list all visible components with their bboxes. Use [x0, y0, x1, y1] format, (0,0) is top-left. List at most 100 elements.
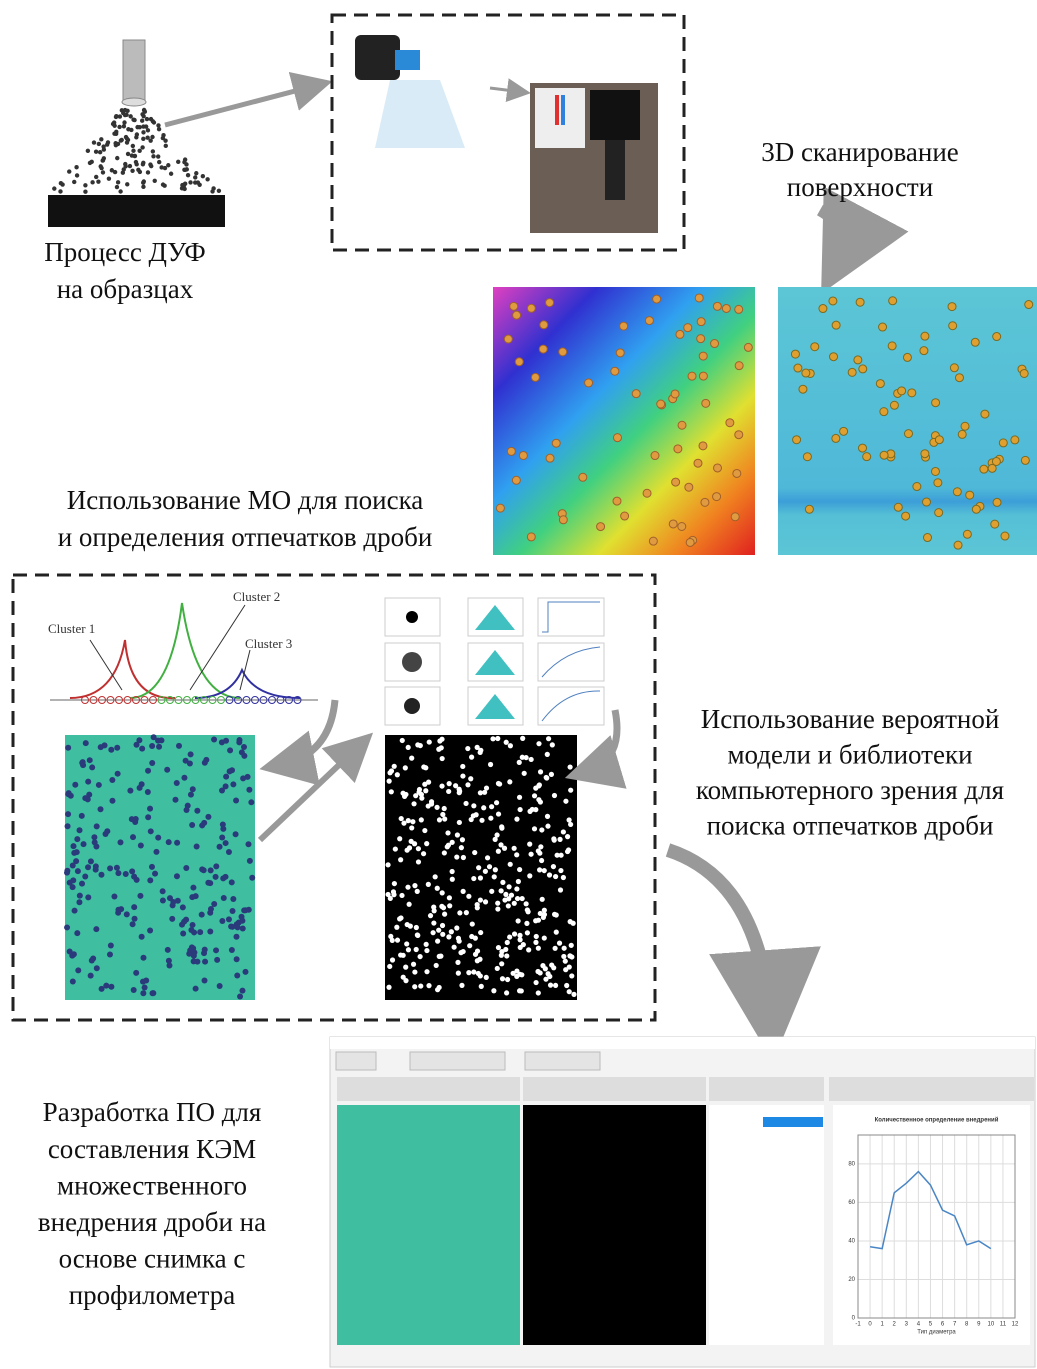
dot	[123, 911, 130, 918]
arrow	[164, 71, 333, 128]
dot	[122, 870, 129, 877]
dot	[544, 813, 551, 819]
dot	[477, 749, 483, 756]
dot	[433, 962, 439, 969]
caption: Использование МО для поиска	[67, 485, 424, 515]
dot	[394, 937, 401, 943]
dot	[79, 880, 86, 887]
dot	[571, 991, 577, 997]
dot	[115, 696, 123, 704]
dot	[441, 850, 447, 856]
dot	[124, 140, 130, 145]
dot	[853, 355, 863, 365]
dot	[512, 310, 522, 320]
dot	[137, 892, 144, 899]
dot	[232, 831, 239, 838]
dot	[188, 180, 193, 185]
dot	[499, 824, 505, 830]
dot	[100, 170, 106, 175]
dot	[537, 799, 544, 805]
dot	[930, 466, 940, 476]
dot	[145, 170, 151, 175]
cluster-label: Cluster 2	[233, 589, 280, 604]
dot	[506, 446, 516, 456]
dot	[129, 921, 136, 928]
dot	[225, 696, 234, 704]
dot	[217, 696, 225, 704]
dot	[568, 787, 574, 793]
dot	[426, 739, 432, 745]
dot	[998, 438, 1008, 448]
x-tick-label: 3	[905, 1322, 909, 1328]
dot	[538, 844, 544, 850]
dot	[855, 297, 865, 307]
dot	[156, 123, 161, 128]
dot	[934, 435, 944, 445]
dot	[212, 873, 219, 880]
dot	[445, 830, 451, 836]
dot	[893, 502, 903, 512]
x-tick-label: 12	[1012, 1322, 1019, 1328]
dot	[216, 983, 223, 990]
dot	[127, 787, 134, 794]
dot	[584, 378, 594, 388]
dot	[219, 834, 226, 841]
dot	[392, 846, 398, 852]
dot	[473, 812, 479, 818]
dot	[249, 874, 256, 881]
dot	[542, 966, 548, 972]
dot	[466, 893, 472, 899]
dot	[566, 964, 572, 970]
dot	[397, 836, 403, 842]
dot	[474, 958, 480, 964]
dot	[952, 487, 962, 497]
dot	[453, 783, 459, 789]
dot	[698, 351, 708, 361]
dot	[145, 128, 151, 133]
dot	[514, 357, 524, 367]
dot	[181, 774, 188, 781]
dot	[948, 321, 958, 331]
dot	[515, 918, 521, 924]
dot	[70, 951, 77, 958]
dot	[246, 786, 253, 793]
dot	[459, 982, 465, 988]
dot	[713, 463, 723, 473]
dot	[131, 904, 138, 911]
dot	[111, 893, 118, 900]
dot	[490, 736, 496, 742]
dot	[439, 922, 446, 929]
dot	[165, 839, 172, 846]
dot	[179, 186, 185, 191]
dot	[115, 155, 120, 161]
dot	[668, 519, 678, 529]
dot	[439, 890, 445, 896]
dot	[131, 148, 136, 153]
dot	[545, 823, 551, 829]
dot	[566, 989, 572, 995]
dot	[141, 179, 147, 184]
dot	[157, 159, 162, 165]
dot	[698, 371, 708, 381]
dot	[415, 846, 421, 852]
dot	[489, 804, 495, 810]
dot	[495, 906, 501, 912]
dot	[543, 976, 549, 982]
dot	[446, 934, 452, 940]
dot	[101, 156, 107, 161]
dot	[907, 388, 917, 398]
dot	[183, 806, 190, 813]
dot	[230, 781, 237, 788]
dot	[410, 961, 417, 967]
dot	[227, 747, 234, 754]
dot	[511, 845, 517, 851]
dot	[182, 157, 188, 162]
dot	[483, 785, 490, 791]
dot	[554, 852, 560, 858]
dot	[128, 816, 135, 823]
dot	[139, 978, 146, 985]
dot	[460, 854, 467, 861]
dot	[122, 112, 128, 118]
dot	[139, 745, 146, 752]
